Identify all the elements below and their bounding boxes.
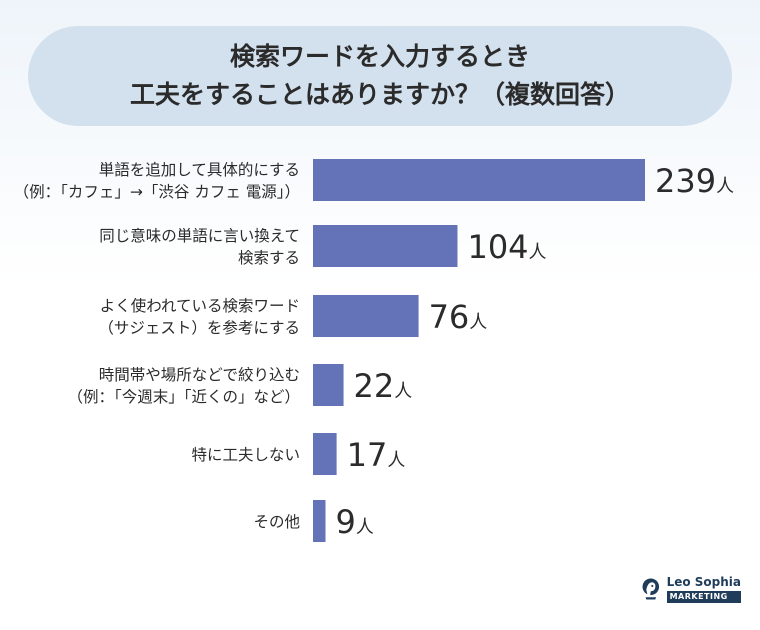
value-label-2: 104人 [467, 228, 546, 266]
value-label-5: 17人 [347, 436, 406, 474]
category-label-2-line-1: 同じ意味の単語に言い換えて [99, 226, 300, 245]
chart-title-box: 検索ワードを入力するとき 工夫をすることはありますか？（複数回答） [28, 26, 732, 126]
category-label-1-line-2: （例：「カフェ」→「渋谷 カフェ 電源」） [14, 183, 300, 201]
category-label-3-line-1: よく使われている検索ワード [100, 297, 300, 315]
bar-4 [313, 364, 344, 406]
bar-6 [313, 500, 326, 542]
category-label-2-line-2: 検索する [238, 249, 300, 267]
bar-2 [313, 225, 458, 267]
logo-name: Leo Sophia [666, 575, 741, 589]
chart-title-line-1: 検索ワードを入力するとき [229, 42, 530, 71]
value-label-6: 9人 [336, 503, 374, 541]
bar-3 [313, 295, 419, 337]
category-label-1-line-1: 単語を追加して具体的にする [99, 161, 300, 179]
logo-tagline: MARKETING [666, 591, 741, 603]
lion-logo-icon [642, 578, 660, 600]
category-label-4-line-1: 時間帯や場所などで絞り込む [99, 366, 300, 384]
value-label-3: 76人 [429, 298, 488, 336]
chart-title-line-2: 工夫をすることはありますか？（複数回答） [129, 80, 630, 109]
value-label-1: 239人 [655, 162, 734, 200]
bar-5 [313, 433, 337, 475]
value-label-4: 22人 [354, 367, 413, 405]
category-label-3-line-2: （サジェスト）を参考にする [98, 319, 300, 337]
category-label-5-line-1: 特に工夫しない [191, 446, 300, 464]
category-label-4-line-2: （例：「今週末」「近くの」など） [67, 388, 300, 406]
bar-1 [313, 159, 645, 201]
category-label-6-line-1: その他 [253, 513, 300, 531]
brand-logo: Leo Sophia MARKETING [641, 572, 741, 606]
